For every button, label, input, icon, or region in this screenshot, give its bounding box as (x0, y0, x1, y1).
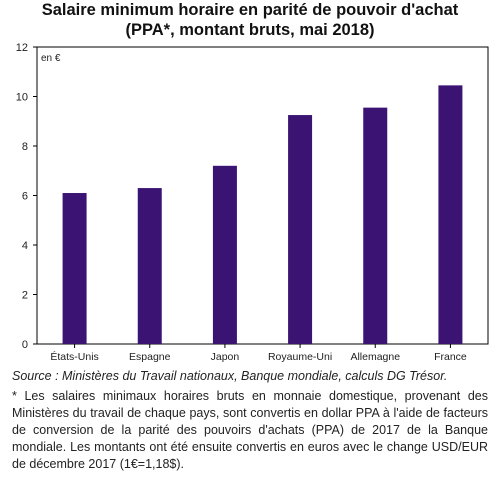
bar (137, 188, 162, 344)
bar-chart: 0 2 4 6 8 10 12 en € États-Unis Espagne Japon Royau… (16, 42, 489, 363)
bar (62, 193, 87, 344)
unit-label: en € (41, 53, 61, 64)
plot-frame (36, 46, 489, 345)
y-tick-label: 10 (16, 92, 28, 104)
x-tick-label: Japon (211, 351, 240, 363)
y-tick-label: 4 (22, 240, 28, 252)
x-tick-label: Royaume-Uni (268, 351, 332, 363)
y-tick-label: 0 (22, 339, 28, 351)
x-tick-label: États-Unis (50, 350, 98, 363)
bars (62, 85, 463, 345)
bar (212, 165, 237, 344)
x-tick-label: France (434, 351, 467, 363)
source-note: Source : Ministères du Travail nationaux… (12, 369, 448, 383)
chart-title: Salaire minimum horaire en parité de pou… (41, 1, 459, 19)
chart-title-block: Salaire minimum horaire en parité de pou… (0, 0, 500, 40)
x-tick-label: Allemagne (350, 351, 400, 363)
footnote: * Les salaires minimaux horaires bruts e… (12, 389, 488, 471)
axes (33, 46, 489, 348)
tick-labels: 0 2 4 6 8 10 12 en € États-Unis Espagne Japon Royau… (16, 42, 467, 363)
y-tick-label: 6 (22, 191, 28, 203)
bar (363, 107, 388, 344)
bar (288, 115, 313, 344)
bar (438, 85, 463, 345)
y-tick-label: 8 (22, 141, 28, 153)
y-tick-label: 2 (22, 290, 28, 302)
x-tick-label: Espagne (129, 351, 171, 363)
chart-subtitle: (PPA*, montant bruts, mai 2018) (125, 21, 375, 39)
y-tick-label: 12 (16, 42, 28, 54)
